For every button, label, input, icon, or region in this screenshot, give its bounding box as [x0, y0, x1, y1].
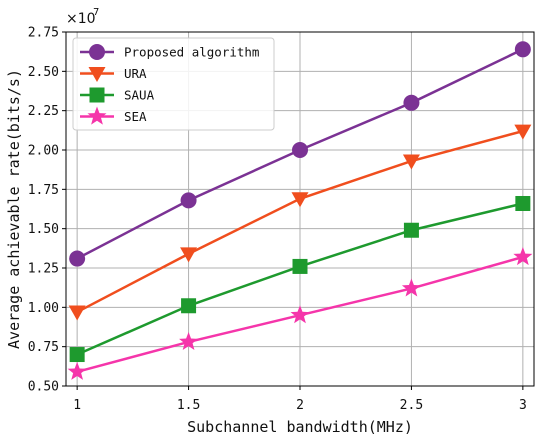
- legend-item: URA: [80, 66, 147, 82]
- data-point-marker: [69, 347, 85, 363]
- legend-label: SAUA: [124, 88, 155, 103]
- data-point-marker: [67, 361, 87, 380]
- data-point-marker: [514, 41, 531, 58]
- legend-marker: [89, 44, 105, 60]
- x-tick-label: 2.5: [400, 398, 423, 413]
- series-triangle-down: [68, 124, 532, 321]
- y-tick-label: 1.75: [28, 183, 59, 198]
- legend-box: [72, 37, 275, 131]
- legend-item: SEA: [80, 106, 147, 125]
- data-point-marker: [292, 142, 308, 158]
- data-point-marker: [68, 305, 86, 321]
- y-tick-label: 1.00: [28, 301, 59, 316]
- legend: Proposed algorithm URA SAUA SEA: [72, 37, 275, 131]
- x-tick-label: 1.5: [177, 398, 200, 413]
- y-tick-label: 2.75: [28, 26, 59, 41]
- y-axis-label: Average achievable rate(bits/s): [5, 69, 23, 349]
- data-point-marker: [403, 222, 419, 238]
- data-point-marker: [402, 154, 420, 170]
- data-point-marker: [513, 246, 533, 266]
- legend-label: SEA: [124, 109, 147, 124]
- legend-item: Proposed algorithm: [80, 44, 259, 60]
- y-tick-label: 0.50: [28, 380, 59, 395]
- data-point-marker: [401, 278, 421, 297]
- series-star: [67, 246, 533, 380]
- y-tick-label: 1.25: [28, 262, 59, 277]
- legend-label: URA: [124, 66, 147, 81]
- series-circle: [69, 41, 531, 267]
- data-point-marker: [291, 192, 309, 208]
- data-point-marker: [69, 250, 86, 267]
- series-group: [67, 41, 533, 380]
- data-point-marker: [515, 195, 531, 211]
- y-scale-base: ×10: [66, 11, 96, 27]
- data-point-marker: [181, 298, 197, 314]
- y-axis-ticks: 0.50 0.75 1.00 1.25 1.50 1.75 2.00 2.25 2.50 2.75: [28, 26, 66, 395]
- x-axis-label: Subchannel bandwidth(MHz): [187, 418, 413, 436]
- legend-item: SAUA: [80, 87, 155, 103]
- data-point-marker: [179, 331, 199, 351]
- data-point-marker: [403, 94, 420, 111]
- legend-marker: [87, 106, 107, 125]
- x-axis-ticks: 1 1.5 2 2.5 3: [73, 386, 527, 413]
- y-tick-label: 1.50: [28, 222, 59, 237]
- x-tick-label: 1: [73, 398, 81, 413]
- x-tick-label: 3: [519, 398, 527, 413]
- data-point-marker: [514, 124, 532, 140]
- series-square: [69, 195, 531, 363]
- data-point-marker: [290, 305, 310, 324]
- y-scale-exponent: 7: [93, 7, 99, 18]
- y-tick-label: 2.25: [28, 104, 59, 119]
- x-tick-label: 2: [296, 398, 304, 413]
- y-tick-label: 2.00: [28, 144, 59, 159]
- y-tick-label: 2.50: [28, 65, 59, 80]
- legend-label: Proposed algorithm: [124, 45, 259, 60]
- data-point-marker: [292, 258, 308, 274]
- legend-marker: [89, 87, 105, 103]
- data-point-marker: [180, 192, 197, 209]
- data-point-marker: [180, 247, 198, 263]
- legend-marker: [88, 67, 106, 82]
- y-tick-label: 0.75: [28, 340, 59, 355]
